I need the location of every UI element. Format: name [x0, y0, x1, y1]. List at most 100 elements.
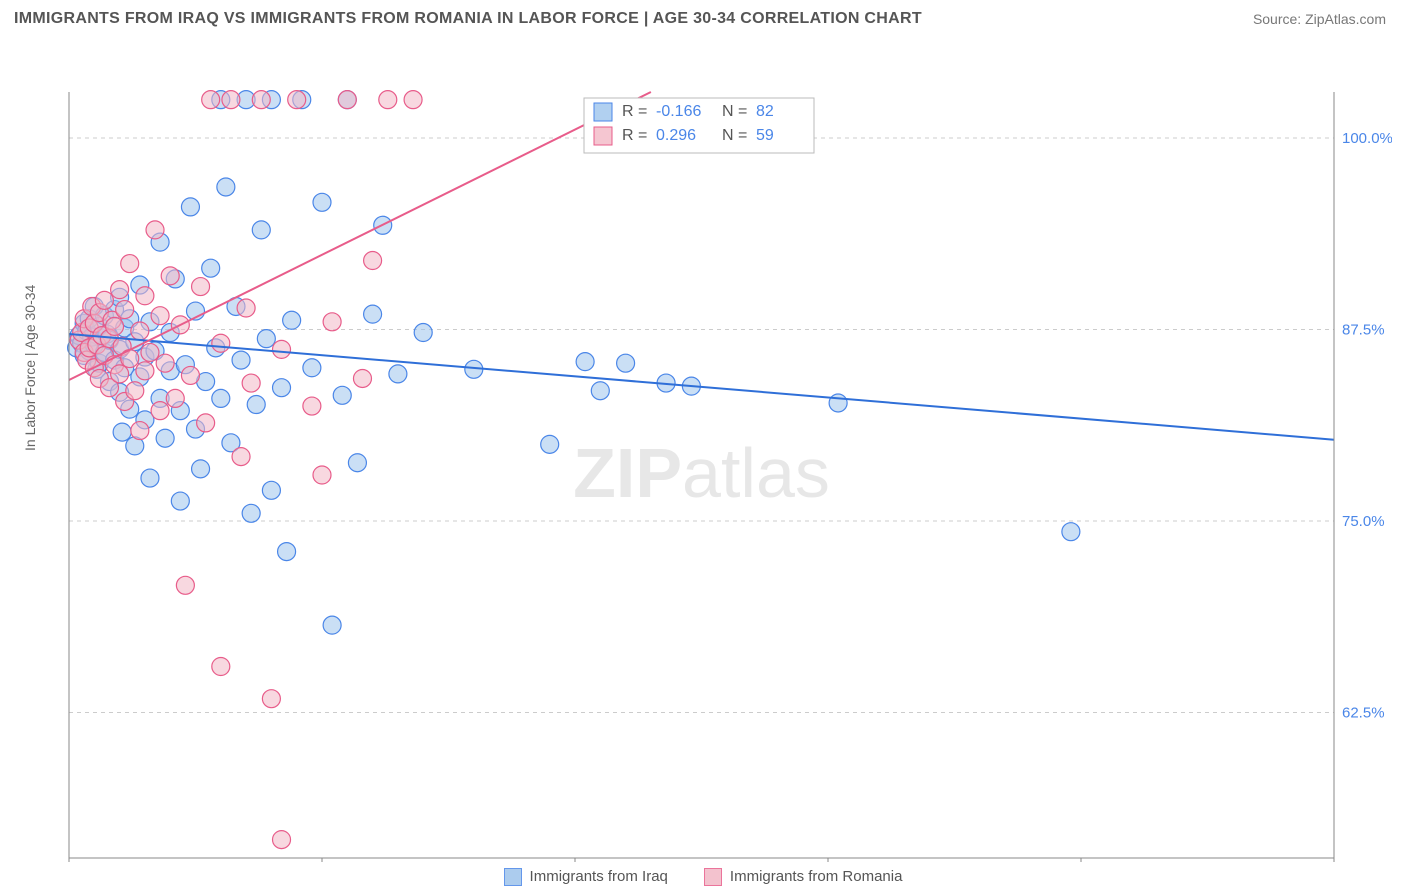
data-point — [212, 334, 230, 352]
data-point — [116, 301, 134, 319]
data-point — [192, 460, 210, 478]
data-point — [141, 343, 159, 361]
data-point — [273, 831, 291, 849]
data-point — [202, 91, 220, 109]
data-point — [192, 278, 210, 296]
source-name: ZipAtlas.com — [1305, 11, 1386, 27]
legend-label-iraq: Immigrants from Iraq — [530, 868, 668, 885]
data-point — [106, 317, 124, 335]
data-point — [111, 365, 129, 383]
legend-item-iraq: Immigrants from Iraq — [504, 868, 668, 886]
data-point — [288, 91, 306, 109]
corr-swatch — [594, 127, 612, 145]
data-point — [617, 354, 635, 372]
data-point — [156, 429, 174, 447]
data-point — [166, 389, 184, 407]
legend-swatch-iraq — [504, 868, 522, 886]
data-point — [247, 396, 265, 414]
data-point — [364, 252, 382, 270]
data-point — [348, 454, 366, 472]
corr-n-label: N = — [722, 103, 747, 120]
legend-item-romania: Immigrants from Romania — [704, 868, 903, 886]
data-point — [364, 305, 382, 323]
corr-n-label: N = — [722, 127, 747, 144]
data-point — [303, 397, 321, 415]
data-point — [156, 354, 174, 372]
data-point — [95, 291, 113, 309]
legend-label-romania: Immigrants from Romania — [730, 868, 903, 885]
data-point — [323, 616, 341, 634]
data-point — [197, 414, 215, 432]
data-point — [212, 658, 230, 676]
data-point — [262, 690, 280, 708]
data-point — [131, 322, 149, 340]
data-point — [242, 504, 260, 522]
data-point — [283, 311, 301, 329]
data-point — [379, 91, 397, 109]
data-point — [151, 402, 169, 420]
corr-r-label: R = — [622, 103, 647, 120]
data-point — [333, 386, 351, 404]
y-tick-label: 62.5% — [1342, 704, 1385, 721]
data-point — [252, 221, 270, 239]
source-attribution: Source: ZipAtlas.com — [1253, 11, 1386, 27]
corr-swatch — [594, 103, 612, 121]
data-point — [176, 576, 194, 594]
data-point — [303, 359, 321, 377]
data-point — [141, 469, 159, 487]
data-point — [257, 330, 275, 348]
data-point — [181, 198, 199, 216]
corr-n-value: 82 — [756, 103, 774, 120]
y-axis-title: In Labor Force | Age 30-34 — [22, 285, 38, 451]
data-point — [278, 543, 296, 561]
data-point — [262, 481, 280, 499]
data-point — [111, 281, 129, 299]
data-point — [126, 382, 144, 400]
corr-r-label: R = — [622, 127, 647, 144]
corr-n-value: 59 — [756, 127, 774, 144]
data-point — [232, 448, 250, 466]
y-tick-label: 100.0% — [1342, 130, 1392, 147]
watermark: ZIPatlas — [573, 434, 830, 512]
data-point — [136, 287, 154, 305]
data-point — [591, 382, 609, 400]
data-point — [414, 324, 432, 342]
data-point — [323, 313, 341, 331]
data-point — [181, 366, 199, 384]
source-label: Source: — [1253, 11, 1305, 27]
corr-r-value: 0.296 — [656, 127, 696, 144]
scatter-chart: 62.5%75.0%87.5%100.0%ZIPatlas0.0%25.0%R … — [14, 40, 1392, 862]
data-point — [353, 369, 371, 387]
data-point — [131, 422, 149, 440]
data-point — [237, 299, 255, 317]
data-point — [171, 492, 189, 510]
data-point — [829, 394, 847, 412]
data-point — [146, 221, 164, 239]
legend-bottom: Immigrants from Iraq Immigrants from Rom… — [0, 868, 1406, 886]
y-tick-label: 75.0% — [1342, 513, 1385, 530]
data-point — [576, 353, 594, 371]
data-point — [113, 423, 131, 441]
legend-swatch-romania — [704, 868, 722, 886]
data-point — [232, 351, 250, 369]
data-point — [313, 466, 331, 484]
data-point — [1062, 523, 1080, 541]
data-point — [313, 193, 331, 211]
data-point — [273, 379, 291, 397]
data-point — [151, 307, 169, 325]
data-point — [161, 267, 179, 285]
data-point — [389, 365, 407, 383]
data-point — [121, 255, 139, 273]
data-point — [222, 91, 240, 109]
chart-header: IMMIGRANTS FROM IRAQ VS IMMIGRANTS FROM … — [0, 0, 1406, 34]
data-point — [136, 362, 154, 380]
data-point — [217, 178, 235, 196]
data-point — [202, 259, 220, 277]
data-point — [252, 91, 270, 109]
data-point — [212, 389, 230, 407]
data-point — [242, 374, 260, 392]
chart-title: IMMIGRANTS FROM IRAQ VS IMMIGRANTS FROM … — [14, 10, 922, 28]
data-point — [541, 435, 559, 453]
data-point — [273, 340, 291, 358]
data-point — [338, 91, 356, 109]
